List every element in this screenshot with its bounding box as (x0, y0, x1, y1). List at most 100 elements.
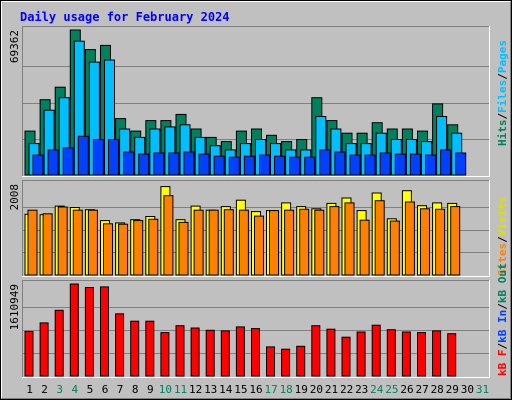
legend-item: kB Out (496, 263, 509, 303)
bar-pages (228, 156, 240, 176)
day-label: 16 (249, 383, 262, 396)
bar-pages (183, 151, 195, 176)
bar-pages (77, 135, 89, 176)
bar-kb-f (251, 328, 260, 377)
bar-pages (349, 154, 361, 176)
bar-kb-f (417, 332, 426, 377)
bar-kb-f (145, 320, 155, 377)
bar-kb-f (190, 327, 200, 377)
bar-sites (27, 209, 38, 276)
day-label: 8 (132, 383, 139, 396)
bar-sites (254, 215, 264, 276)
bar-sites (238, 209, 249, 276)
bar-kb-f (205, 329, 215, 377)
bar-pages (32, 154, 44, 176)
day-label: 25 (385, 383, 398, 396)
bar-sites (118, 223, 129, 276)
day-label: 29 (446, 383, 459, 396)
panel-visits_sites: 2008 Sites/Visits (8, 180, 509, 277)
bar-kb-f (24, 331, 34, 377)
day-axis-labels: 1 2 3 4 5 6 7 8 9 10 11 12 13 14 15 16 17 18 19 20 21 22 23 24 2… (26, 383, 489, 396)
bar-kb-f (401, 331, 411, 377)
bar-kb-f (160, 332, 170, 377)
legend-item: / (496, 343, 509, 350)
day-label: 19 (295, 383, 308, 396)
max-label-hits_files_pages: 69362 (8, 30, 21, 63)
bar-kb-f (447, 333, 457, 377)
bar-kb-f (432, 330, 442, 377)
bar-pages (425, 154, 436, 176)
bar-kb-f (326, 328, 336, 377)
bar-pages (213, 155, 225, 176)
bar-sites (178, 221, 189, 276)
bar-kb-f (266, 346, 275, 377)
day-label: 20 (310, 383, 323, 396)
legend-kbytes: kB F/kB In/kB Out (496, 263, 509, 376)
day-label: 7 (117, 383, 124, 396)
bar-sites (389, 220, 400, 276)
bar-sites (344, 202, 355, 276)
bar-sites (87, 209, 98, 276)
day-label: 17 (264, 383, 277, 396)
bar-kb-f (341, 336, 351, 377)
legend-item: / (496, 113, 509, 120)
bar-pages (409, 153, 421, 176)
day-label: 31 (476, 383, 489, 396)
bar-kb-f (84, 287, 94, 377)
bar-sites (57, 206, 68, 276)
bar-kb-f (386, 329, 396, 377)
bar-pages (243, 155, 255, 176)
bar-pages (62, 147, 74, 176)
bar-sites (163, 195, 174, 276)
bar-kb-f (100, 286, 109, 377)
chart-title: Daily usage for February 2024 (20, 10, 230, 24)
day-label: 6 (102, 383, 109, 396)
bar-sites (148, 218, 159, 276)
bar-pages (440, 149, 452, 176)
bar-sites (450, 206, 461, 276)
bar-sites (404, 201, 415, 276)
legend-item: Visits (496, 197, 509, 237)
bar-pages (364, 154, 376, 176)
day-label: 27 (415, 383, 428, 396)
day-label: 22 (340, 383, 353, 396)
bar-pages (289, 156, 301, 176)
bar-sites (359, 219, 370, 276)
day-label: 30 (461, 383, 474, 396)
bar-pages (47, 149, 59, 176)
bar-kb-f (54, 309, 64, 377)
bar-sites (435, 208, 446, 276)
bar-kb-f (235, 326, 245, 377)
bar-kb-f (371, 324, 381, 377)
legend-item: / (496, 236, 509, 243)
legend-item: Sites (496, 243, 509, 276)
bar-sites (374, 200, 385, 276)
bar-pages (319, 149, 331, 176)
bar-kb-f (39, 322, 49, 377)
bar-pages (455, 152, 467, 176)
bar-pages (153, 152, 165, 176)
bar-sites (269, 210, 279, 276)
bar-pages (259, 154, 270, 176)
day-label: 1 (26, 383, 33, 396)
bar-pages (304, 156, 316, 176)
bar-kb-f (175, 325, 185, 377)
bar-sites (72, 209, 83, 276)
max-label-kbytes: 1610949 (8, 284, 21, 330)
bar-sites (314, 209, 325, 276)
bar-pages (108, 139, 119, 176)
bar-sites (329, 206, 340, 276)
bar-sites (103, 223, 113, 276)
bar-kb-f (69, 283, 79, 377)
bar-pages (334, 151, 346, 176)
bar-sites (284, 209, 295, 276)
legend-item: Hits (496, 120, 509, 147)
day-label: 11 (174, 383, 187, 396)
bar-kb-f (115, 313, 125, 377)
bar-sites (42, 213, 53, 276)
legend-item: / (496, 303, 509, 310)
day-label: 12 (189, 383, 202, 396)
bar-pages (379, 152, 391, 176)
